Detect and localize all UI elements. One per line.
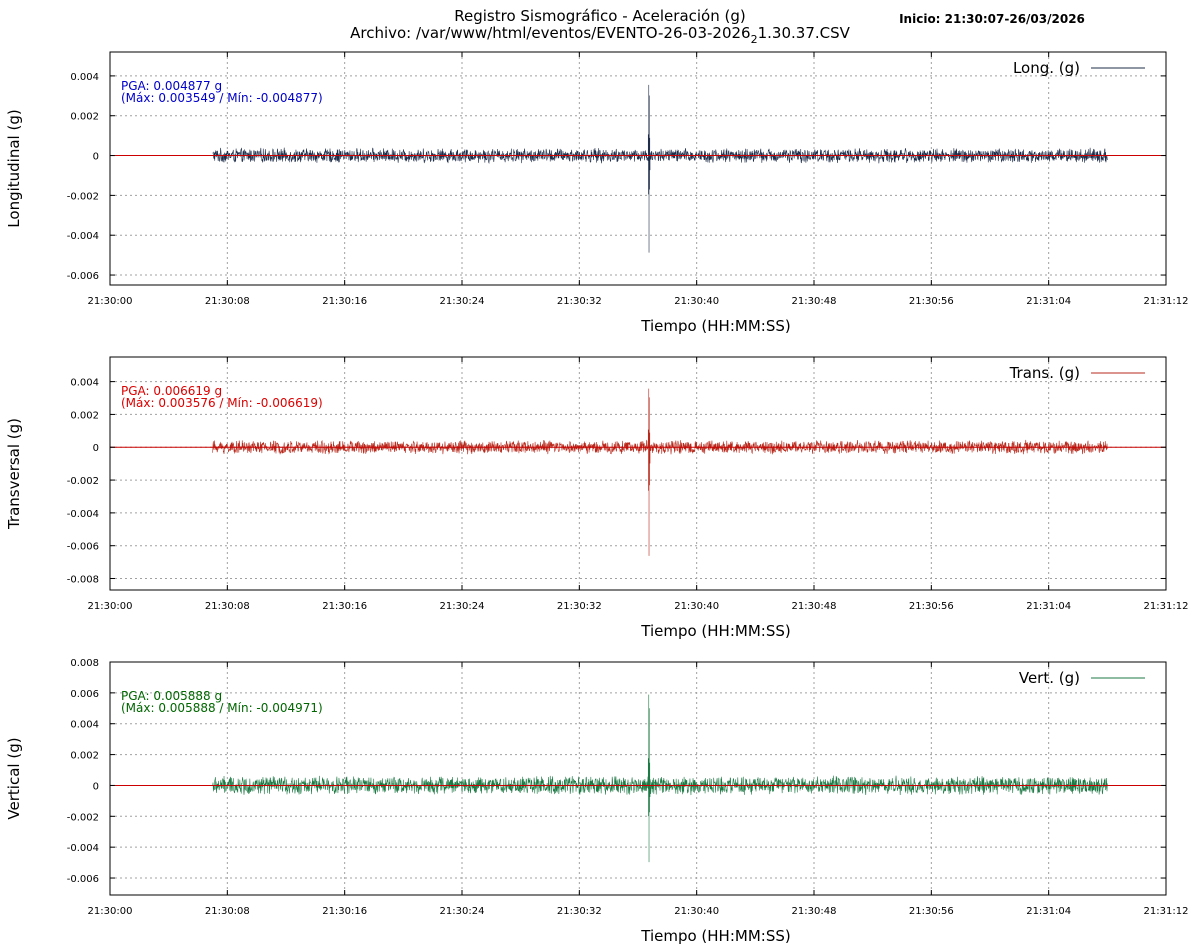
- x-tick-label: 21:30:32: [557, 906, 602, 917]
- signal-trace-1: [212, 84, 1108, 253]
- y-tick-label: 0: [93, 781, 99, 792]
- y-axis-label: Vertical (g): [5, 737, 23, 819]
- y-axis-label: Longitudinal (g): [5, 109, 23, 227]
- x-tick-label: 21:31:12: [1144, 906, 1189, 917]
- x-tick-label: 21:30:40: [674, 601, 719, 612]
- signal-trace-3: [212, 694, 1108, 863]
- y-tick-label: -0.006: [67, 542, 99, 553]
- x-tick-label: 21:30:48: [792, 296, 837, 307]
- legend-label: Long. (g): [1013, 59, 1080, 77]
- y-tick-label: 0.002: [70, 751, 99, 762]
- y-tick-label: -0.004: [67, 509, 99, 520]
- x-axis-label: Tiempo (HH:MM:SS): [640, 622, 790, 640]
- x-tick-label: 21:31:12: [1144, 296, 1189, 307]
- x-tick-label: 21:30:00: [88, 601, 133, 612]
- legend-label: Vert. (g): [1019, 669, 1080, 687]
- x-tick-label: 21:30:32: [557, 601, 602, 612]
- x-tick-label: 21:30:48: [792, 906, 837, 917]
- panel-1: 21:30:00 21:30:08 21:30:16 21:30:24 21:30:32…: [5, 51, 1189, 335]
- max-min-annotation: (Máx: 0.003549 / Mín: -0.004877): [121, 91, 323, 105]
- chart-subtitle: Archivo: /var/www/html/eventos/EVENTO-26…: [350, 24, 851, 46]
- x-tick-label: 21:31:04: [1026, 296, 1071, 307]
- y-tick-label: -0.004: [67, 843, 99, 854]
- x-tick-label: 21:30:24: [440, 906, 485, 917]
- x-tick-label: 21:30:00: [88, 906, 133, 917]
- y-tick-label: 0.004: [70, 378, 99, 389]
- start-time-label: Inicio: 21:30:07-26/03/2026: [899, 12, 1085, 26]
- y-tick-label: 0.008: [70, 658, 99, 669]
- x-tick-label: 21:30:16: [322, 296, 367, 307]
- x-axis-label: Tiempo (HH:MM:SS): [640, 927, 790, 945]
- x-tick-label: 21:30:56: [909, 906, 954, 917]
- x-tick-label: 21:30:40: [674, 906, 719, 917]
- y-tick-label: -0.004: [67, 231, 99, 242]
- panel-3: 21:30:00 21:30:08 21:30:16 21:30:24 21:30:32…: [5, 658, 1188, 945]
- subtitle-file-prefix: Archivo: /var/www/html/eventos/EVENTO-26…: [350, 24, 751, 42]
- plot-frame: [109, 661, 1167, 896]
- x-tick-label: 21:30:56: [909, 601, 954, 612]
- y-tick-label: -0.002: [67, 476, 99, 487]
- chart-title: Registro Sismográfico - Aceleración (g): [454, 7, 745, 25]
- y-tick-label: -0.002: [67, 812, 99, 823]
- y-tick-label: -0.008: [67, 575, 99, 586]
- max-min-annotation: (Máx: 0.005888 / Mín: -0.004971): [121, 701, 323, 715]
- x-tick-label: 21:30:08: [205, 906, 250, 917]
- pga-annotation: PGA: 0.006619 g: [121, 384, 222, 398]
- x-tick-label: 21:31:04: [1026, 906, 1071, 917]
- x-tick-label: 21:30:24: [440, 601, 485, 612]
- subtitle-subscript: 2: [751, 33, 758, 46]
- max-min-annotation: (Máx: 0.003576 / Mín: -0.006619): [121, 396, 323, 410]
- y-tick-label: -0.006: [67, 874, 99, 885]
- x-tick-label: 21:30:16: [322, 906, 367, 917]
- x-tick-label: 21:31:12: [1144, 601, 1189, 612]
- plot-frame: [109, 356, 1167, 591]
- y-tick-label: -0.002: [67, 191, 99, 202]
- x-tick-label: 21:30:08: [205, 601, 250, 612]
- x-axis-label: Tiempo (HH:MM:SS): [640, 317, 790, 335]
- subtitle-file-suffix: 1.30.37.CSV: [758, 24, 851, 42]
- panels-group: 21:30:00 21:30:08 21:30:16 21:30:24 21:30:32…: [5, 51, 1189, 945]
- y-tick-label: 0.004: [70, 72, 99, 83]
- pga-annotation: PGA: 0.004877 g: [121, 79, 222, 93]
- x-tick-label: 21:30:24: [440, 296, 485, 307]
- y-tick-label: 0.002: [70, 112, 99, 123]
- x-tick-label: 21:30:00: [88, 296, 133, 307]
- y-tick-label: -0.006: [67, 271, 99, 282]
- x-tick-label: 21:30:40: [674, 296, 719, 307]
- y-tick-label: 0: [93, 443, 99, 454]
- x-tick-label: 21:30:32: [557, 296, 602, 307]
- x-tick-label: 21:30:48: [792, 601, 837, 612]
- x-tick-label: 21:31:04: [1026, 601, 1071, 612]
- y-tick-label: 0.002: [70, 410, 99, 421]
- y-tick-label: 0: [93, 152, 99, 163]
- panel-2: 21:30:00 21:30:08 21:30:16 21:30:24 21:30:32…: [5, 356, 1189, 640]
- signal-trace-2: [212, 388, 1108, 556]
- pga-annotation: PGA: 0.005888 g: [121, 689, 222, 703]
- y-axis-label: Transversal (g): [5, 418, 23, 530]
- y-tick-label: 0.006: [70, 689, 99, 700]
- x-tick-label: 21:30:16: [322, 601, 367, 612]
- x-tick-label: 21:30:56: [909, 296, 954, 307]
- y-tick-label: 0.004: [70, 720, 99, 731]
- x-tick-label: 21:30:08: [205, 296, 250, 307]
- plot-frame: [109, 51, 1167, 286]
- legend-label: Trans. (g): [1009, 364, 1080, 382]
